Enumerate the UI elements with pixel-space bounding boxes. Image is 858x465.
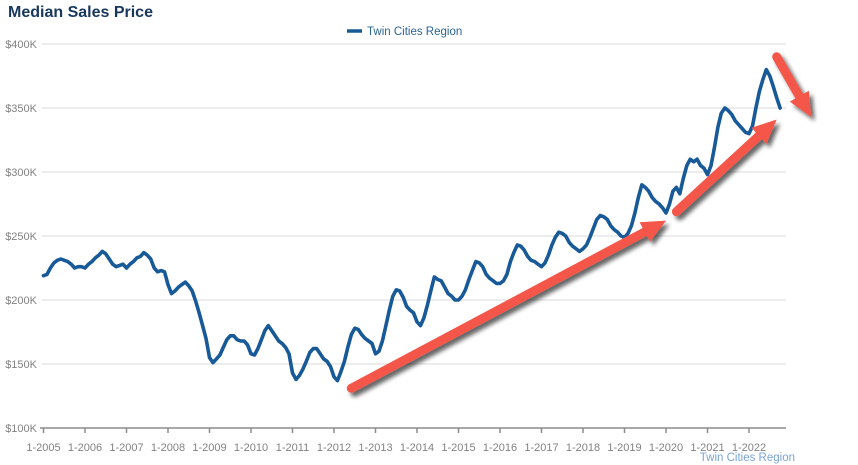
page-title: Median Sales Price bbox=[8, 4, 153, 21]
x-axis-label: 1-2016 bbox=[483, 442, 517, 454]
x-axis-label: 1-2018 bbox=[566, 442, 600, 454]
downtrend-arrow bbox=[772, 52, 812, 117]
series-line-twin-cities-region[interactable] bbox=[41, 67, 782, 383]
x-axis-label: 1-2010 bbox=[234, 442, 268, 454]
x-axis-label: 1-2011 bbox=[276, 442, 309, 454]
uptrend-arrow-1 bbox=[346, 220, 666, 393]
x-axis-label: 1-2009 bbox=[192, 442, 226, 454]
x-axis-label: 1-2017 bbox=[524, 442, 558, 454]
legend-label: Twin Cities Region bbox=[367, 26, 462, 38]
x-axis-label: 1-2007 bbox=[109, 442, 143, 454]
x-axis-label: 1-2022 bbox=[732, 442, 766, 454]
x-axis-label: 1-2015 bbox=[441, 442, 475, 454]
uptrend-arrow-2 bbox=[671, 119, 777, 217]
y-axis-label: $100K bbox=[5, 423, 37, 435]
uptrend-arrow-2-shaft bbox=[671, 131, 764, 217]
y-axis-label: $200K bbox=[5, 295, 37, 307]
y-axis-label: $400K bbox=[5, 39, 37, 51]
x-axis-label: 1-2008 bbox=[151, 442, 185, 454]
x-axis-label: 1-2012 bbox=[317, 442, 351, 454]
downtrend-arrow-shaft bbox=[772, 52, 804, 101]
x-axis-label: 1-2013 bbox=[358, 442, 392, 454]
uptrend-arrow-1-head bbox=[639, 220, 666, 242]
x-axis-label: 1-2014 bbox=[400, 442, 434, 454]
x-axis-label: 1-2019 bbox=[607, 442, 641, 454]
uptrend-arrow-2-head bbox=[751, 119, 777, 144]
x-axis-label: 1-2020 bbox=[649, 442, 683, 454]
y-axis-label: $150K bbox=[5, 359, 37, 371]
x-axis-label: 1-2006 bbox=[68, 442, 102, 454]
y-axis-label: $250K bbox=[5, 231, 37, 243]
y-axis-label: $300K bbox=[5, 167, 37, 179]
x-axis-label: 1-2005 bbox=[26, 442, 60, 454]
x-axis-label: 1-2021 bbox=[690, 442, 724, 454]
footer-region-label: Twin Cities Region bbox=[700, 452, 795, 464]
legend[interactable]: Twin Cities Region bbox=[347, 26, 462, 38]
uptrend-arrow-1-shaft bbox=[346, 227, 650, 393]
downtrend-arrow-head bbox=[789, 90, 812, 117]
y-axis-label: $350K bbox=[5, 103, 37, 115]
